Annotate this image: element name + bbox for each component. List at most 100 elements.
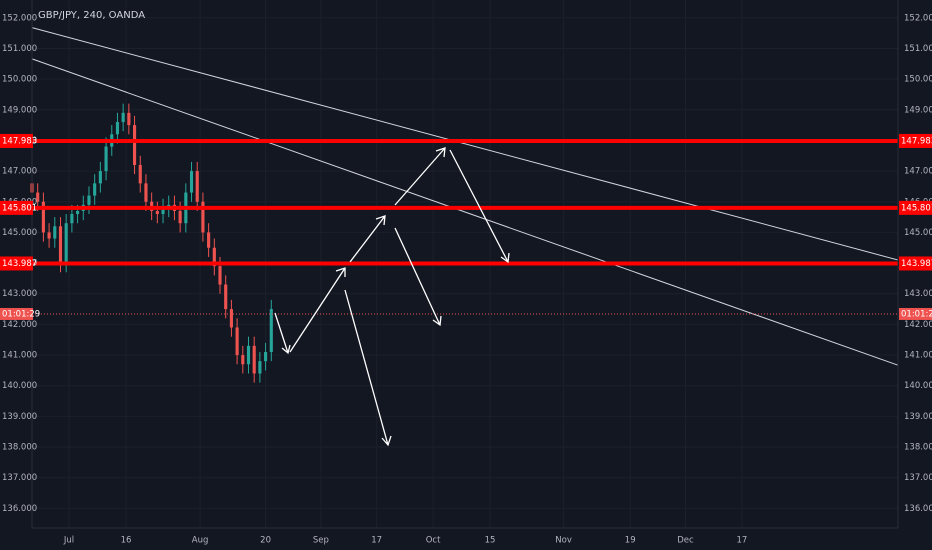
y-tick-label: 151.000 xyxy=(904,44,932,54)
x-tick-label: 17 xyxy=(736,536,747,546)
price-label: 01:01:29 xyxy=(2,309,40,319)
y-tick-label: 142.000 xyxy=(2,320,37,330)
candle-body xyxy=(36,192,40,202)
candle-body xyxy=(70,214,74,224)
candle-body xyxy=(189,171,194,193)
plot xyxy=(30,27,899,383)
candle-body xyxy=(207,232,211,248)
candle-body xyxy=(201,201,205,233)
level-label-box xyxy=(899,133,932,148)
y-tick-label: 137.000 xyxy=(2,473,37,483)
candle-body xyxy=(212,247,216,267)
price-label-box xyxy=(0,307,33,320)
y-tick-label: 150.000 xyxy=(904,75,932,85)
candle-body xyxy=(258,361,262,374)
y-tick-label: 142.000 xyxy=(904,320,932,330)
candle-body xyxy=(155,210,159,215)
y-tick-label: 139.000 xyxy=(904,412,932,422)
candle-body xyxy=(144,183,148,202)
chart-title: GBP/JPY, 240, OANDA xyxy=(38,10,145,21)
x-tick-label: Aug xyxy=(192,536,209,546)
candle-body xyxy=(178,210,182,224)
x-tick-label: Nov xyxy=(555,536,572,546)
y-tick-label: 145.000 xyxy=(2,228,37,238)
price-label: 01:01:29 xyxy=(901,309,932,319)
candle-body xyxy=(218,266,222,285)
candle-body xyxy=(235,327,239,356)
candle-body xyxy=(87,195,91,205)
candle-body xyxy=(47,232,51,239)
arrow xyxy=(394,147,446,206)
y-tick-label: 143.000 xyxy=(2,289,37,299)
candle-body xyxy=(58,226,63,264)
y-tick-label: 150.000 xyxy=(2,75,37,85)
y-tick-label: 152.000 xyxy=(2,13,37,23)
candle-body xyxy=(93,183,97,196)
arrow xyxy=(394,227,442,327)
arrow xyxy=(289,267,346,353)
y-tick-label: 141.000 xyxy=(2,351,37,361)
y-tick-label: 147.000 xyxy=(904,167,932,177)
candle-body xyxy=(76,210,80,215)
candle-body xyxy=(138,164,142,184)
y-tick-label: 136.000 xyxy=(904,504,932,514)
y-tick-label: 141.000 xyxy=(904,351,932,361)
x-tick-label: 19 xyxy=(625,536,636,546)
trend-line xyxy=(31,58,899,366)
level-label: 147.983 xyxy=(2,136,37,146)
candle-body xyxy=(121,112,125,123)
y-tick-label: 137.000 xyxy=(904,473,932,483)
x-tick-label: Oct xyxy=(426,536,441,546)
level-label: 143.987 xyxy=(2,259,37,269)
candle-body xyxy=(252,345,256,374)
y-tick-label: 143.000 xyxy=(904,289,932,299)
level-label-box xyxy=(899,200,932,215)
level-label-box xyxy=(899,256,932,271)
y-tick-label: 149.000 xyxy=(2,105,37,115)
level-label: 145.801 xyxy=(901,203,932,213)
y-tick-label: 138.000 xyxy=(904,443,932,453)
candle-body xyxy=(41,201,45,233)
x-tick-label: 17 xyxy=(371,536,382,546)
y-tick-label: 140.000 xyxy=(2,381,37,391)
candle-body xyxy=(241,355,245,365)
price-label-box xyxy=(899,307,932,320)
y-tick-label: 140.000 xyxy=(904,381,932,391)
arrow xyxy=(274,312,291,355)
arrow xyxy=(344,289,392,447)
candle-body xyxy=(64,223,68,264)
candle-body xyxy=(53,226,57,239)
y-tick-label: 147.000 xyxy=(2,167,37,177)
candle-body xyxy=(115,122,120,135)
x-tick-label: 15 xyxy=(485,536,496,546)
arrow xyxy=(449,149,510,264)
y-tick-label: 136.000 xyxy=(2,504,37,514)
level-label-box xyxy=(0,256,33,271)
candle-body xyxy=(264,352,268,362)
level-label: 147.983 xyxy=(901,136,932,146)
drawings xyxy=(274,147,510,447)
candle-body xyxy=(98,171,102,184)
y-tick-label: 152.000 xyxy=(904,13,932,23)
candle-body xyxy=(229,309,233,328)
level-label: 143.987 xyxy=(901,259,932,269)
level-label-box xyxy=(0,200,33,215)
arrow xyxy=(349,215,386,263)
y-tick-label: 151.000 xyxy=(2,44,37,54)
candle-body xyxy=(132,125,137,165)
candle-body xyxy=(246,345,251,365)
x-tick-label: Jul xyxy=(63,536,74,546)
level-label-box xyxy=(0,133,33,148)
candle-body xyxy=(127,112,131,126)
y-tick-label: 149.000 xyxy=(904,105,932,115)
y-tick-label: 139.000 xyxy=(2,412,37,422)
candle-body xyxy=(104,146,108,172)
trend-line xyxy=(31,27,899,261)
x-tick-label: Dec xyxy=(677,536,694,546)
x-tick-label: 16 xyxy=(121,536,132,546)
y-tick-label: 138.000 xyxy=(2,443,37,453)
candle-body xyxy=(269,309,273,352)
